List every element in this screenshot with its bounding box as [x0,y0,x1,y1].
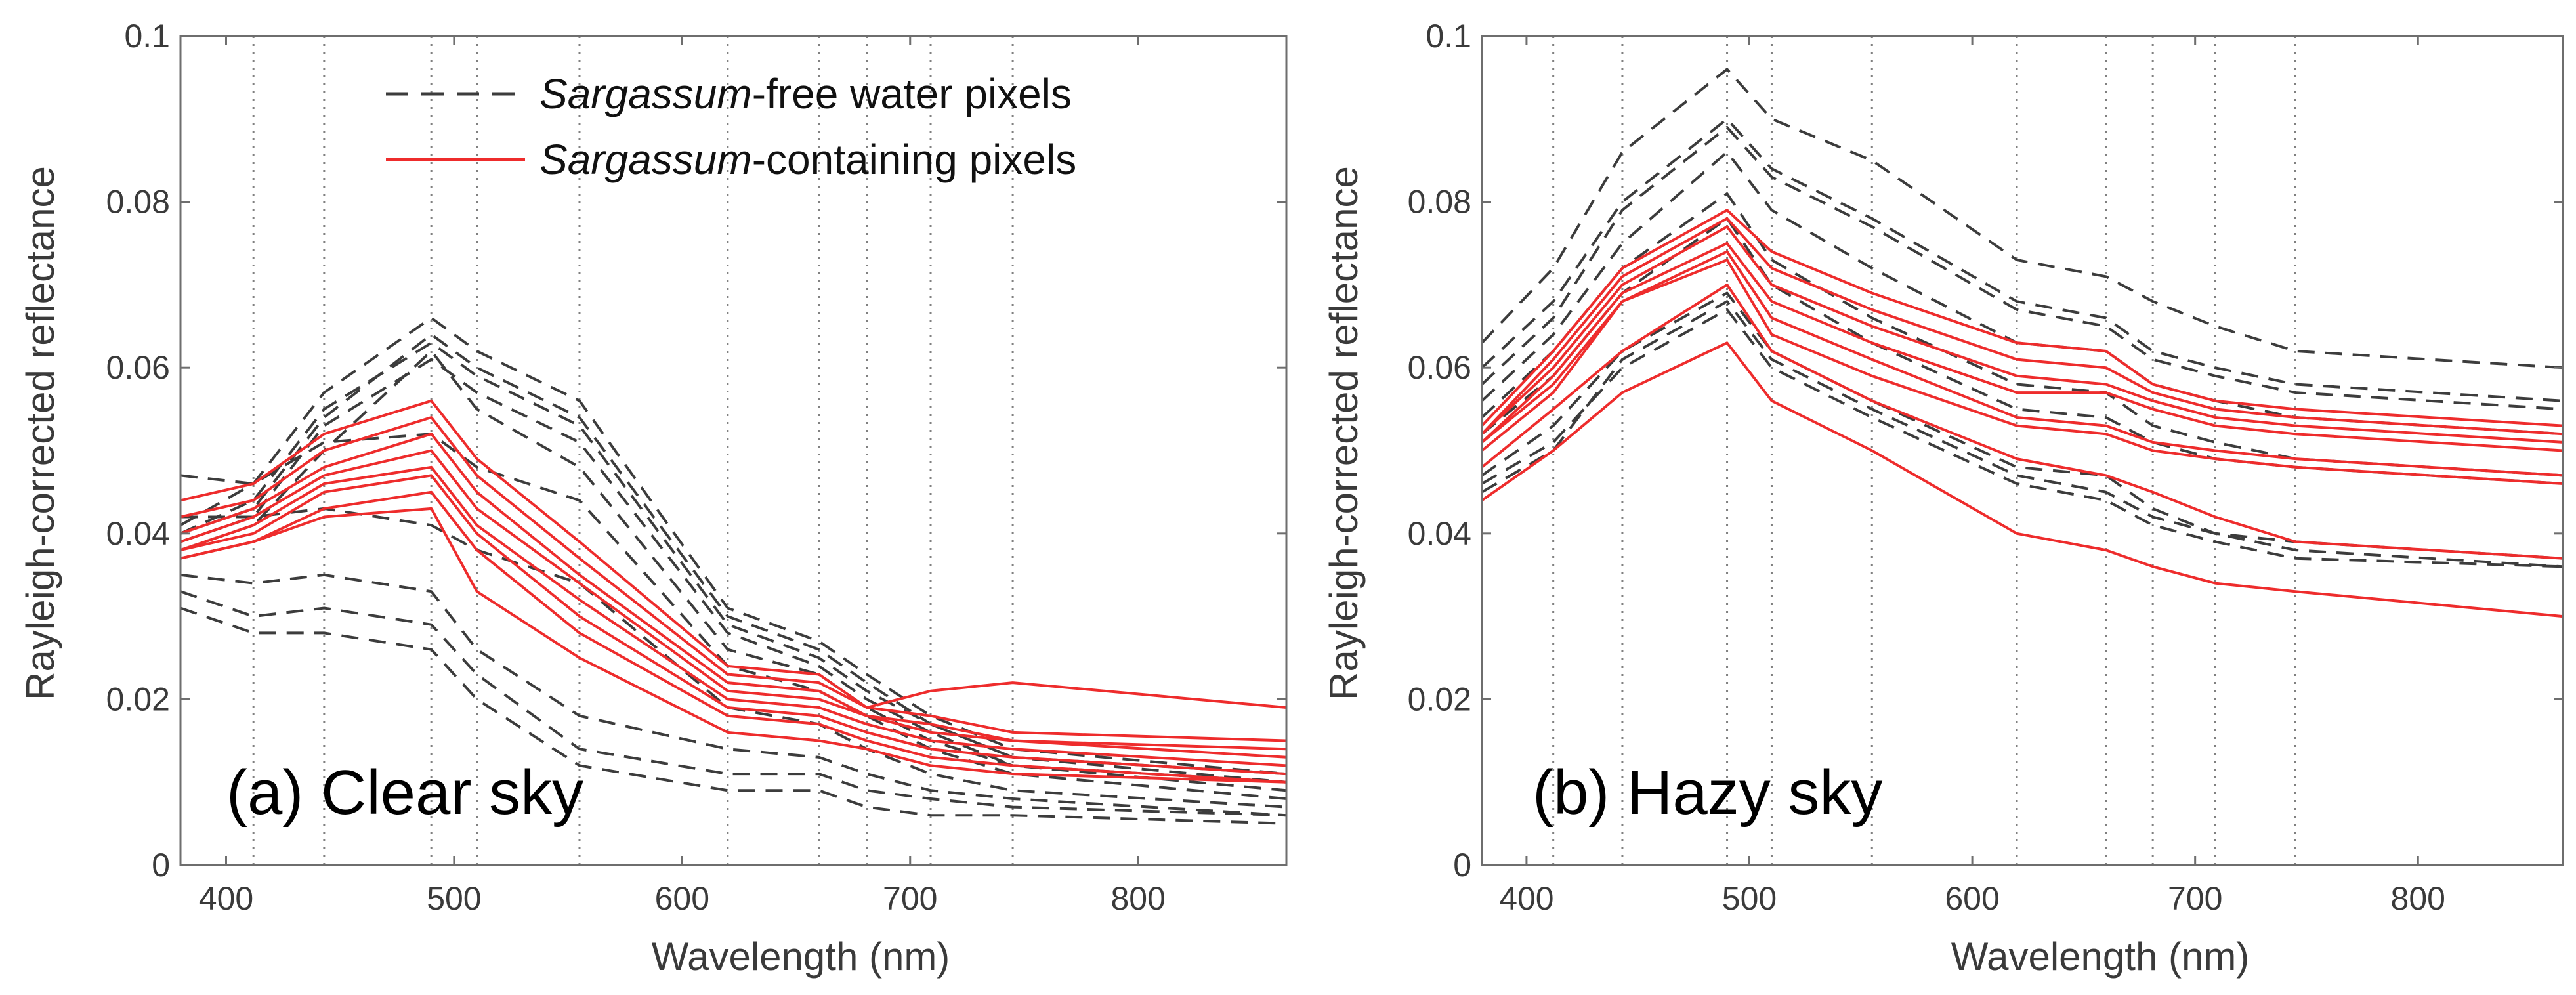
free-water-line-6 [180,507,1287,809]
free-water-line-2 [1481,117,2564,402]
legend-free-rest: -free water pixels [752,70,1072,117]
x-axis-label: Wavelength (nm) [652,935,950,979]
plot-frame [179,35,1288,866]
sargassum-line-3 [180,433,1287,751]
y-tick-labels: 0 0.02 0.04 0.06 0.08 0.1 [106,18,170,883]
y-tick-label-5: 0.1 [1425,18,1471,54]
free-water-line-3 [1481,125,2564,411]
y-tick-label-0: 0 [152,847,170,883]
legend-free-italic: Sargassum [539,70,752,117]
y-tick-label-2: 0.04 [1408,515,1471,552]
sargassum-line-1 [1481,209,2564,427]
sargassum-line-4 [1481,242,2564,452]
y-axis-label: Rayleigh-corrected reflectance [1322,166,1366,700]
sargassum-line-5 [180,465,1287,767]
free-water-line-8 [180,590,1287,817]
sargassum-line-5 [1481,250,2564,477]
x-tick-label-500: 500 [427,880,481,917]
chart-panel-clear-sky: Rayleigh-corrected reflectance 400 500 600… [18,18,1288,979]
y-tick-label-4: 0.08 [1408,184,1471,221]
sargassum-line-8 [1481,341,2564,618]
sargassum-line-6 [1481,259,2564,485]
legend-label-free: Sargassum-free water pixels [539,70,1072,117]
sargassum-free-lines [180,316,1287,825]
sargassum-line-4 [180,449,1287,759]
free-water-line-10 [180,333,1287,776]
plot-frame [1481,35,2564,866]
sargassum-free-lines [1481,68,2564,568]
x-tick-label-400: 400 [199,880,253,917]
legend-label-containing: Sargassum-containing pixels [539,136,1076,183]
sargassum-line-1 [180,399,1287,709]
x-tick-label-700: 700 [2168,880,2222,917]
x-tick-label-400: 400 [1499,880,1553,917]
y-tick-label-3: 0.06 [106,349,170,386]
sargassum-containing-lines [180,399,1287,784]
y-tick-label-5: 0.1 [124,18,170,54]
sargassum-line-3 [1481,225,2564,444]
free-water-line-2 [180,341,1287,784]
free-water-line-7 [180,573,1287,817]
legend: Sargassum-free water pixels Sargassum-co… [386,70,1076,183]
y-tick-label-4: 0.08 [106,184,170,221]
free-water-line-1 [1481,68,2564,370]
free-water-line-4 [180,349,1287,792]
sargassum-containing-lines [1481,209,2564,618]
x-tick-label-600: 600 [655,880,709,917]
legend-containing-italic: Sargassum [539,136,752,183]
free-water-line-1 [180,316,1287,776]
axis-ticks [1482,35,2563,866]
y-axis-label: Rayleigh-corrected reflectance [18,166,62,700]
axis-ticks [180,35,1286,866]
x-tick-label-500: 500 [1722,880,1777,917]
free-water-line-4 [1481,150,2564,436]
y-tick-label-0: 0 [1453,847,1471,883]
panel-title: (a) Clear sky [226,757,583,828]
free-water-line-8 [1481,308,2564,568]
sargassum-line-8 [180,507,1287,784]
free-water-line-3 [180,358,1287,784]
y-tick-label-2: 0.04 [106,515,170,552]
sargassum-line-2 [180,416,1287,742]
x-tick-labels: 400 500 600 700 800 [199,880,1166,917]
y-tick-label-3: 0.06 [1408,349,1471,386]
x-tick-label-800: 800 [1110,880,1165,917]
sargassum-line-2 [1481,217,2564,436]
x-tick-label-600: 600 [1945,880,1999,917]
x-tick-labels: 400 500 600 700 800 [1499,880,2445,917]
chart-panel-hazy-sky: Rayleigh-corrected reflectance 400 500 600… [1322,18,2564,979]
free-water-line-5 [180,433,1287,800]
x-axis-label: Wavelength (nm) [1951,935,2250,979]
sargassum-line-6 [180,474,1287,776]
legend-containing-rest: -containing pixels [752,136,1077,183]
x-tick-label-800: 800 [2391,880,2445,917]
x-tick-label-700: 700 [883,880,937,917]
y-tick-label-1: 0.02 [1408,681,1471,717]
free-water-line-7 [1481,291,2564,560]
panel-title: (b) Hazy sky [1532,757,1882,828]
sargassum-line-7 [1481,283,2564,560]
free-water-line-6 [1481,217,2564,485]
free-water-line-9 [1481,300,2564,568]
sargassum-line-7 [180,490,1287,784]
free-water-line-9 [180,606,1287,825]
y-tick-labels: 0 0.02 0.04 0.06 0.08 0.1 [1408,18,1471,883]
y-tick-label-1: 0.02 [106,681,170,717]
